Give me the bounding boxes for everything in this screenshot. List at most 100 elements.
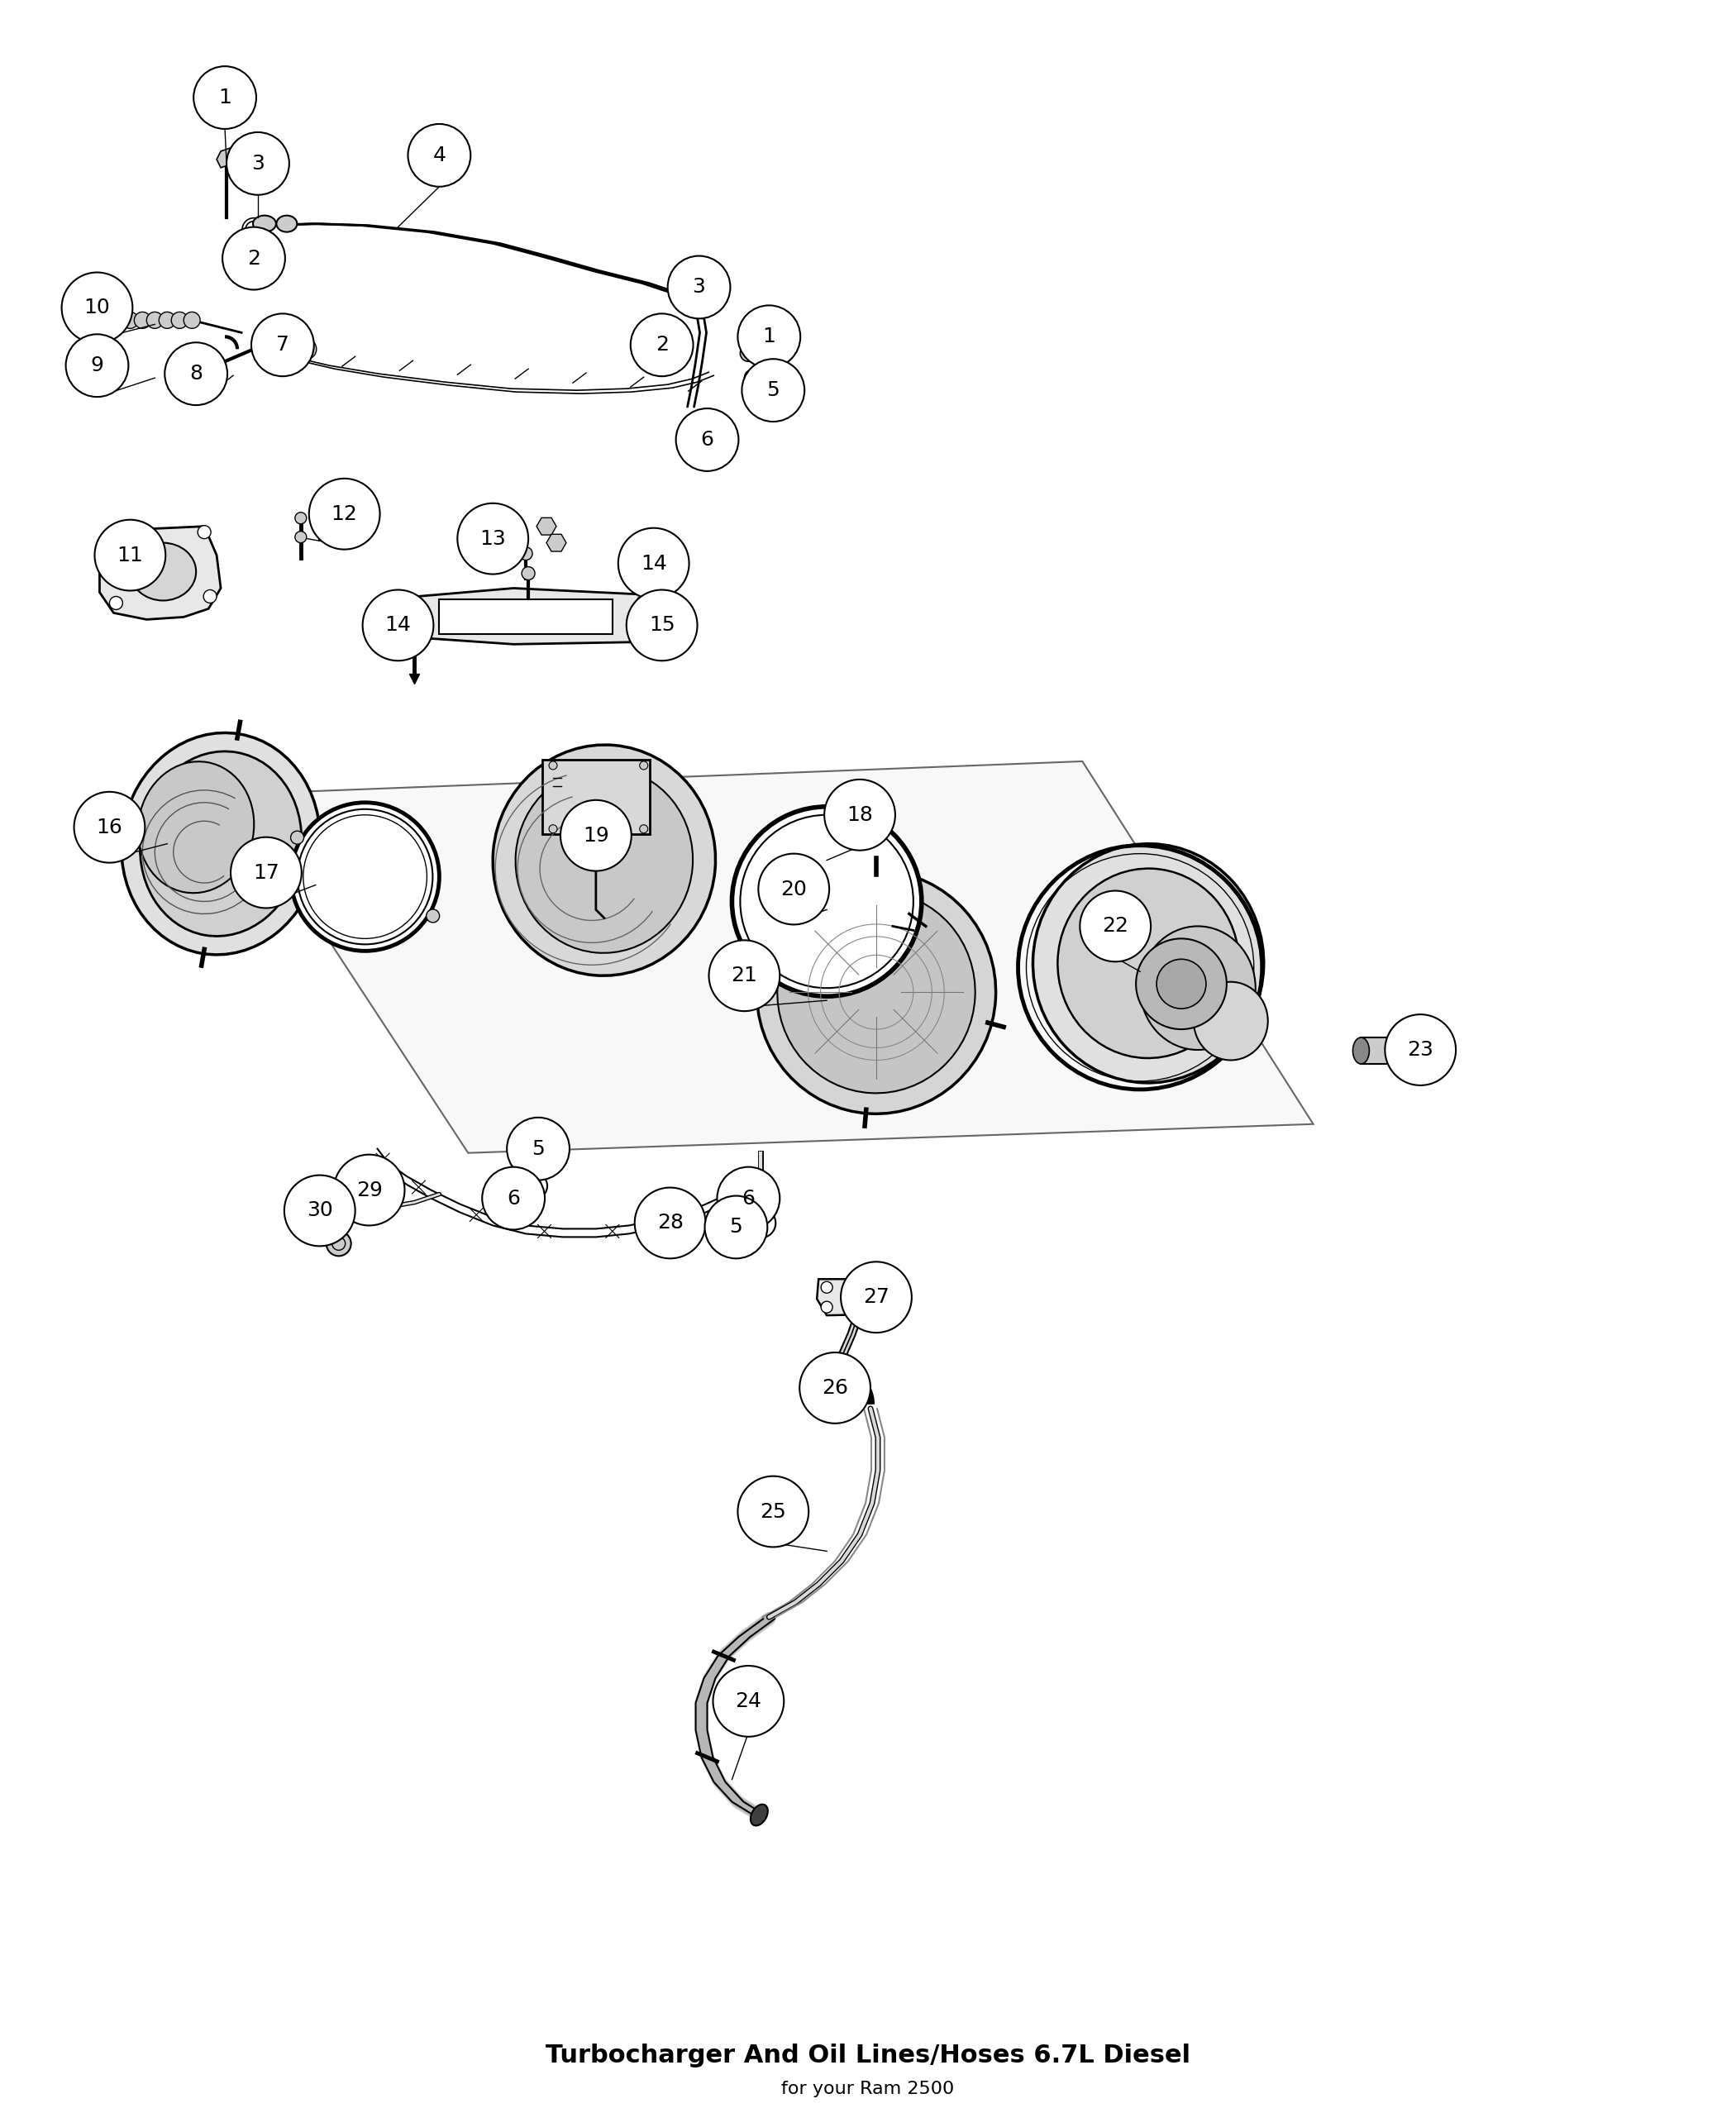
- Ellipse shape: [292, 339, 307, 358]
- Circle shape: [227, 133, 290, 194]
- Circle shape: [326, 1231, 351, 1256]
- Ellipse shape: [351, 1199, 380, 1216]
- Polygon shape: [818, 1280, 901, 1315]
- Ellipse shape: [1427, 1037, 1444, 1065]
- Text: 12: 12: [332, 504, 358, 525]
- Polygon shape: [389, 588, 658, 645]
- Circle shape: [1156, 959, 1207, 1008]
- Text: 3: 3: [252, 154, 264, 173]
- Circle shape: [247, 251, 260, 266]
- Text: 6: 6: [741, 1189, 755, 1208]
- Circle shape: [549, 824, 557, 833]
- Text: 24: 24: [736, 1691, 762, 1712]
- Ellipse shape: [141, 750, 302, 936]
- Circle shape: [1135, 938, 1227, 1029]
- Text: 4: 4: [432, 145, 446, 164]
- Circle shape: [759, 854, 830, 925]
- Text: 29: 29: [356, 1180, 382, 1199]
- Circle shape: [639, 761, 648, 769]
- Circle shape: [252, 314, 314, 375]
- Text: 15: 15: [649, 616, 675, 635]
- Text: 20: 20: [781, 879, 807, 898]
- Circle shape: [408, 124, 470, 188]
- Ellipse shape: [493, 744, 715, 976]
- Text: 17: 17: [253, 862, 279, 883]
- Circle shape: [618, 527, 689, 599]
- Circle shape: [561, 801, 632, 871]
- Circle shape: [1385, 1014, 1457, 1086]
- Circle shape: [66, 335, 128, 396]
- Text: 5: 5: [729, 1216, 743, 1237]
- Circle shape: [62, 272, 132, 344]
- Text: 6: 6: [507, 1189, 521, 1208]
- Circle shape: [635, 1187, 705, 1258]
- Circle shape: [675, 409, 738, 470]
- Circle shape: [639, 626, 654, 641]
- Text: 25: 25: [760, 1501, 786, 1522]
- Text: 5: 5: [531, 1138, 545, 1159]
- Circle shape: [507, 531, 521, 544]
- Circle shape: [549, 761, 557, 769]
- Text: 26: 26: [821, 1379, 849, 1398]
- Text: 10: 10: [83, 297, 109, 318]
- Bar: [1361, 1037, 1436, 1065]
- Circle shape: [630, 314, 693, 375]
- Circle shape: [231, 837, 302, 909]
- Text: 1: 1: [762, 327, 776, 346]
- Bar: [439, 599, 613, 635]
- Circle shape: [705, 1195, 767, 1258]
- Circle shape: [703, 430, 715, 441]
- Text: 9: 9: [90, 356, 104, 375]
- Ellipse shape: [757, 871, 996, 1113]
- Circle shape: [717, 1168, 779, 1229]
- Polygon shape: [99, 527, 220, 620]
- Polygon shape: [536, 519, 556, 535]
- Text: 8: 8: [189, 365, 203, 384]
- Circle shape: [194, 65, 257, 129]
- Circle shape: [134, 312, 151, 329]
- Text: 7: 7: [276, 335, 290, 354]
- Circle shape: [738, 1476, 809, 1547]
- Text: 14: 14: [641, 554, 667, 573]
- Circle shape: [708, 940, 779, 1012]
- Circle shape: [523, 567, 535, 580]
- Circle shape: [314, 512, 325, 525]
- Circle shape: [295, 531, 307, 544]
- Ellipse shape: [281, 339, 297, 358]
- Ellipse shape: [302, 339, 316, 358]
- Circle shape: [399, 599, 413, 613]
- Circle shape: [290, 831, 304, 843]
- Circle shape: [885, 1301, 898, 1311]
- Ellipse shape: [276, 215, 297, 232]
- Circle shape: [507, 1117, 569, 1180]
- Ellipse shape: [1057, 868, 1240, 1058]
- Circle shape: [122, 312, 139, 329]
- Circle shape: [198, 525, 210, 540]
- Circle shape: [540, 1153, 550, 1164]
- Circle shape: [627, 590, 698, 660]
- Ellipse shape: [1352, 1037, 1370, 1065]
- Circle shape: [733, 807, 922, 997]
- Ellipse shape: [253, 215, 276, 232]
- Text: 5: 5: [767, 379, 779, 401]
- Circle shape: [753, 1216, 767, 1229]
- Text: 14: 14: [385, 616, 411, 635]
- Circle shape: [396, 622, 411, 637]
- Polygon shape: [547, 533, 566, 552]
- Text: 2: 2: [654, 335, 668, 354]
- Circle shape: [741, 358, 804, 422]
- Ellipse shape: [139, 761, 253, 894]
- Circle shape: [668, 255, 731, 318]
- Circle shape: [285, 1174, 356, 1246]
- Text: 2: 2: [247, 249, 260, 268]
- Circle shape: [222, 228, 285, 289]
- Circle shape: [363, 590, 434, 660]
- Circle shape: [738, 306, 800, 369]
- Circle shape: [800, 1353, 870, 1423]
- Text: 13: 13: [479, 529, 505, 548]
- Circle shape: [663, 341, 674, 352]
- Circle shape: [528, 1180, 540, 1191]
- Circle shape: [637, 597, 651, 611]
- Bar: [542, 759, 649, 835]
- Circle shape: [825, 780, 896, 850]
